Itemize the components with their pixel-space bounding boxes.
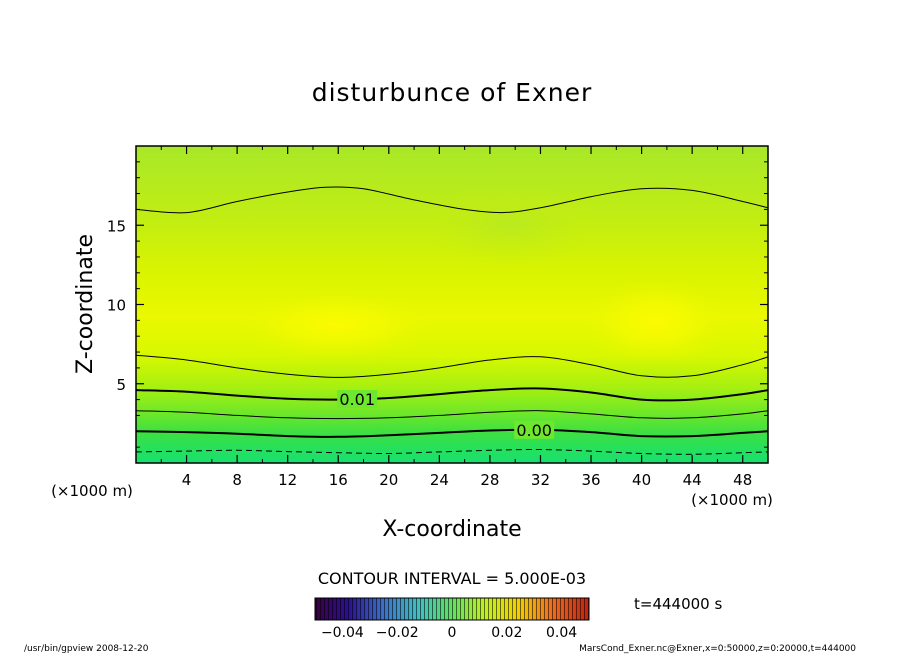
- x-tick-label: 20: [379, 471, 398, 489]
- contour-line: [136, 387, 768, 402]
- y-unit-label: (×1000 m): [51, 482, 133, 500]
- contour-line: [136, 186, 768, 214]
- x-tick-label: 48: [733, 471, 752, 489]
- contour-label-bg: [337, 390, 378, 409]
- x-tick-label: 16: [329, 471, 348, 489]
- y-tick-label: 5: [116, 376, 126, 394]
- y-axis-title: Z-coordinate: [73, 234, 98, 374]
- chart-title: disturbunce of Exner: [312, 78, 593, 107]
- contour-lines: 0.00 0.01: [136, 186, 768, 455]
- contour-interval-label: CONTOUR INTERVAL = 5.000E-03: [318, 569, 586, 588]
- colorbar-tick-label: −0.04: [321, 625, 364, 641]
- colorbar-tick-label: −0.02: [376, 625, 419, 641]
- colorbar-ticks: −0.04 −0.02 0 0.02 0.04: [321, 625, 577, 641]
- footer-right: MarsCond_Exner.nc@Exner,x=0:50000,z=0:20…: [579, 644, 856, 654]
- x-tick-label: 36: [581, 471, 600, 489]
- contour-line: [136, 410, 768, 420]
- contour-line: [136, 428, 768, 438]
- x-tick-label: 12: [278, 471, 297, 489]
- field-min-upper: [420, 185, 600, 265]
- x-unit-label: (×1000 m): [691, 491, 773, 509]
- plot-area: 0.00 0.01: [136, 146, 768, 463]
- contour-label: 0.01: [339, 390, 375, 409]
- x-tick-label: 24: [430, 471, 449, 489]
- colorbar-tick-label: 0.04: [546, 625, 577, 641]
- colorbar-tick-label: 0: [448, 625, 457, 641]
- x-axis: 4 8 12 16 20 24 28 32 36 40 44 48: [160, 146, 752, 489]
- contour-line: [136, 448, 768, 455]
- x-tick-label: 28: [480, 471, 499, 489]
- contour-line: [136, 354, 768, 378]
- colorbar-frame: [314, 597, 590, 621]
- x-tick-label: 44: [683, 471, 702, 489]
- x-tick-label: 32: [531, 471, 550, 489]
- x-tick-label: 8: [232, 471, 242, 489]
- y-tick-label: 10: [107, 297, 126, 315]
- x-tick-label: 4: [182, 471, 192, 489]
- x-tick-label: 40: [632, 471, 651, 489]
- field-max-left: [236, 291, 436, 359]
- colorbar: −0.04 −0.02 0 0.02 0.04: [314, 597, 590, 641]
- contour-label-bg: [514, 420, 555, 439]
- footer-left: /usr/bin/gpview 2008-12-20: [24, 644, 149, 654]
- colorbar-stripes: [315, 598, 589, 620]
- colorbar-tick-label: 0.02: [491, 625, 522, 641]
- y-tick-label: 15: [107, 217, 126, 235]
- contour-label: 0.00: [516, 421, 552, 440]
- y-axis: 5 10 15: [107, 161, 768, 448]
- x-axis-title: X-coordinate: [382, 517, 521, 542]
- time-label: t=444000 s: [634, 595, 722, 613]
- field-max-right: [580, 280, 730, 364]
